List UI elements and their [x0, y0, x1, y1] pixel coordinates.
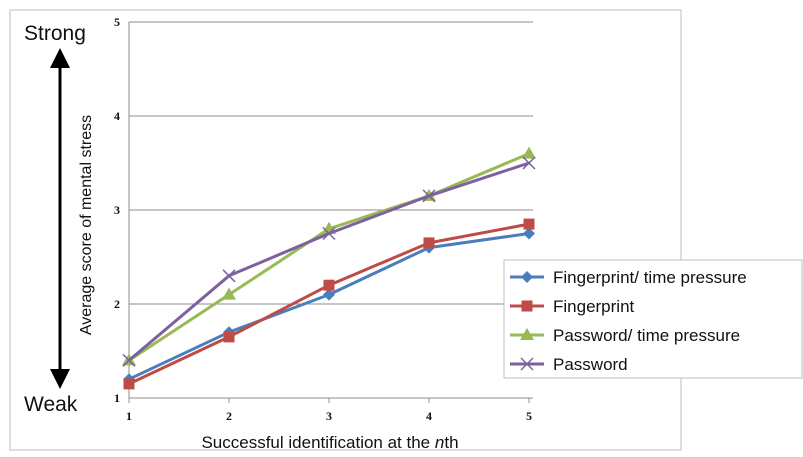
- data-series: [122, 146, 536, 390]
- y-tick-label-5: 5: [114, 15, 120, 29]
- legend-label-1: Fingerprint/ time pressure: [553, 268, 747, 287]
- data-point-2-5: [523, 218, 535, 230]
- legend-item-2: Fingerprint: [510, 297, 635, 316]
- x-tick-label-3: 3: [326, 409, 332, 423]
- data-point-1-3: [323, 288, 335, 301]
- legend-label-2: Fingerprint: [553, 297, 635, 316]
- legend-item-3: Password/ time pressure: [510, 326, 740, 345]
- data-point-2-4: [423, 237, 435, 249]
- tick-labels: 1 2 3 4 5 1 2 3 4 5: [114, 15, 532, 423]
- y-tick-label-3: 3: [114, 203, 120, 217]
- data-point-4-3: [322, 226, 336, 241]
- data-point-2-1: [123, 378, 135, 390]
- x-axis-label: Successful identification at the nth: [201, 433, 458, 452]
- legend-marker-1: [521, 271, 533, 283]
- data-point-3-5: [522, 146, 536, 159]
- legend-box: [503, 259, 803, 379]
- data-point-1-5: [523, 227, 535, 240]
- x-tick-label-2: 2: [226, 409, 232, 423]
- chart-border: [9, 9, 682, 451]
- y-tick-label-4: 4: [114, 109, 120, 123]
- legend-label-4: Password: [553, 355, 628, 374]
- data-point-4-4: [422, 189, 436, 203]
- y-tick-label-1: 1: [114, 391, 120, 405]
- x-tick-label-1: 1: [126, 409, 132, 423]
- y-tick-label-2: 2: [114, 297, 120, 311]
- data-point-2-3: [323, 279, 335, 291]
- data-point-4-2: [222, 269, 236, 283]
- data-point-3-2: [222, 287, 236, 300]
- data-point-2-2: [223, 331, 235, 343]
- y-axis-label: Average score of mental stress: [78, 115, 95, 335]
- gridlines: [129, 21, 533, 305]
- axes: [128, 22, 533, 403]
- weak-label: Weak: [24, 393, 78, 416]
- legend-marker-3: [520, 328, 534, 340]
- legend-item-4: Password: [510, 355, 628, 374]
- x-tick-label-4: 4: [426, 409, 432, 423]
- x-tick-label-5: 5: [526, 409, 532, 423]
- legend-label-3: Password/ time pressure: [553, 326, 740, 345]
- series-4: [122, 156, 536, 367]
- legend: Fingerprint/ time pressure Fingerprint Pas…: [503, 259, 803, 379]
- data-point-4-1: [122, 353, 136, 367]
- legend-marker-2: [521, 300, 533, 312]
- legend-marker-4: [520, 357, 534, 371]
- strong-label: Strong: [24, 22, 86, 45]
- data-point-4-5: [522, 156, 536, 170]
- stress-scale-arrow: [50, 48, 70, 389]
- series-2: [123, 218, 535, 390]
- legend-item-1: Fingerprint/ time pressure: [510, 268, 747, 287]
